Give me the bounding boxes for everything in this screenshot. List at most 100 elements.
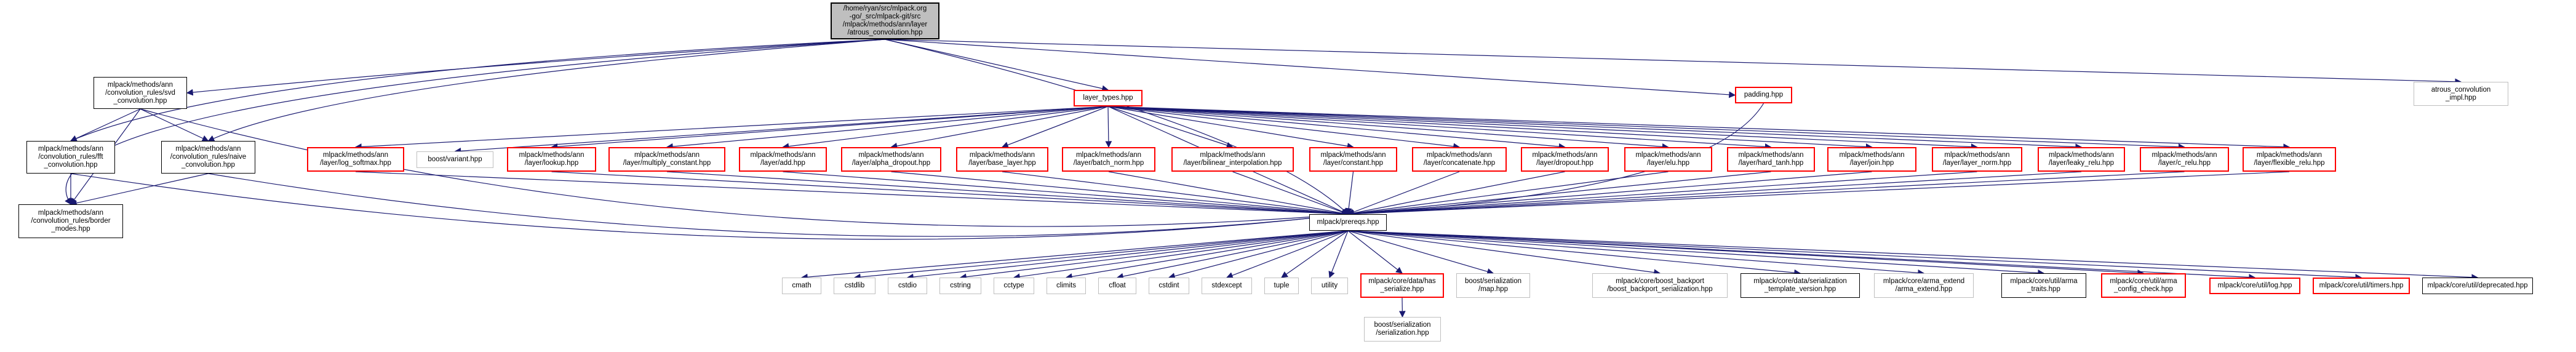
node-concatenate[interactable]: mlpack/methods/ann /layer/concatenate.hp… <box>1412 147 1507 172</box>
node-cstdio: cstdio <box>888 278 927 294</box>
node-leaky_relu[interactable]: mlpack/methods/ann /layer/leaky_relu.hpp <box>2038 147 2125 172</box>
edge-multiply_constant-to-prereqs <box>666 171 1349 217</box>
edge-main-to-fft <box>70 39 885 142</box>
edge-constant-to-prereqs <box>1345 171 1354 215</box>
node-batch_norm[interactable]: mlpack/methods/ann /layer/batch_norm.hpp <box>1062 147 1155 172</box>
edge-prereqs-to-timers <box>1347 230 2363 281</box>
node-main: /home/ryan/src/mlpack.org -go/_src/mlpac… <box>831 2 939 39</box>
node-naive[interactable]: mlpack/methods/ann /convolution_rules/na… <box>161 141 255 174</box>
node-has_serialize[interactable]: mlpack/core/data/has _serialize.hpp <box>1360 273 1444 298</box>
edge-hard_tanh-to-prereqs <box>1347 171 1771 217</box>
edge-alpha_dropout-to-prereqs <box>891 171 1349 217</box>
edge-prereqs-to-stdexcept <box>1226 230 1349 279</box>
node-join[interactable]: mlpack/methods/ann /layer/join.hpp <box>1827 147 1916 172</box>
node-padding[interactable]: padding.hpp <box>1735 87 1792 103</box>
node-climits: climits <box>1047 278 1086 294</box>
edge-flexible_relu-to-prereqs <box>1347 171 2290 217</box>
node-prereqs[interactable]: mlpack/prereqs.hpp <box>1309 214 1387 231</box>
node-stdexcept: stdexcept <box>1202 278 1252 294</box>
node-c_relu[interactable]: mlpack/methods/ann /layer/c_relu.hpp <box>2140 147 2229 172</box>
node-log_softmax[interactable]: mlpack/methods/ann /layer/log_softmax.hp… <box>307 147 404 172</box>
edge-batch_norm-to-prereqs <box>1108 171 1349 217</box>
node-base_layer[interactable]: mlpack/methods/ann /layer/base_layer.hpp <box>956 147 1048 172</box>
node-serialization: boost/serialization /serialization.hpp <box>1364 317 1441 342</box>
edge-naive-to-prereqs <box>208 173 1349 237</box>
node-dropout[interactable]: mlpack/methods/ann /layer/dropout.hpp <box>1521 147 1609 172</box>
edge-dropout-to-prereqs <box>1347 171 1565 217</box>
node-ser_template[interactable]: mlpack/core/data/serialization _template… <box>1741 273 1860 298</box>
edge-main-to-layer_types <box>885 39 1109 92</box>
edge-main-to-impl <box>885 39 2462 86</box>
node-log[interactable]: mlpack/core/util/log.hpp <box>2209 278 2300 294</box>
edge-layer_types-to-c_relu <box>1107 106 2185 151</box>
edge-layer_types-to-multiply_constant <box>666 106 1109 150</box>
edge-prereqs-to-cctype <box>1013 230 1349 281</box>
edge-prereqs-to-cstdint <box>1168 230 1349 279</box>
edge-elu-to-prereqs <box>1347 171 1669 217</box>
node-svd[interactable]: mlpack/methods/ann /convolution_rules/sv… <box>94 77 187 109</box>
node-arma_extend: mlpack/core/arma_extend /arma_extend.hpp <box>1874 273 1974 298</box>
node-layer_norm[interactable]: mlpack/methods/ann /layer/layer_norm.hpp <box>1932 147 2022 172</box>
node-flexible_relu[interactable]: mlpack/methods/ann /layer/flexible_relu.… <box>2243 147 2336 172</box>
node-multiply_constant[interactable]: mlpack/methods/ann /layer/multiply_const… <box>608 147 725 172</box>
edge-layer_types-to-leaky_relu <box>1107 106 2083 150</box>
edge-naive-to-border <box>70 173 209 207</box>
edge-main-to-prereqs <box>885 39 1349 215</box>
edge-has_serialize-to-serialization <box>1398 297 1406 318</box>
edge-layer_types-to-join <box>1107 106 1873 150</box>
edge-main-to-naive <box>207 39 885 142</box>
node-elu[interactable]: mlpack/methods/ann /layer/elu.hpp <box>1624 147 1712 172</box>
node-impl: atrous_convolution _impl.hpp <box>2414 82 2508 106</box>
node-tuple: tuple <box>1264 278 1299 294</box>
edge-layer_types-to-lookup <box>551 106 1109 150</box>
node-hard_tanh[interactable]: mlpack/methods/ann /layer/hard_tanh.hpp <box>1727 147 1815 172</box>
node-cfloat: cfloat <box>1098 278 1136 294</box>
edge-prereqs-to-ser_map <box>1347 230 1494 275</box>
edge-prereqs-to-cstdlib <box>853 230 1349 281</box>
node-cstdint: cstdint <box>1149 278 1189 294</box>
node-add[interactable]: mlpack/methods/ann /layer/add.hpp <box>739 147 827 172</box>
edge-prereqs-to-arma_traits <box>1347 230 2045 276</box>
node-bilinear[interactable]: mlpack/methods/ann /layer/bilinear_inter… <box>1171 147 1294 172</box>
edge-fft-to-prereqs <box>70 173 1349 240</box>
node-border[interactable]: mlpack/methods/ann /convolution_rules/bo… <box>18 204 123 238</box>
edge-layer_types-to-add <box>782 106 1109 150</box>
edge-layer_types-to-layer_norm <box>1107 106 1978 150</box>
edge-prereqs-to-cmath <box>800 230 1349 281</box>
edge-concatenate-to-prereqs <box>1347 171 1460 215</box>
edge-prereqs-to-arma_extend <box>1347 230 1925 276</box>
edge-prereqs-to-utility <box>1328 230 1349 279</box>
node-utility: utility <box>1311 278 1348 294</box>
edge-layer_types-to-alpha_dropout <box>890 106 1109 150</box>
node-arma_traits[interactable]: mlpack/core/util/arma _traits.hpp <box>2001 273 2086 298</box>
edge-log_softmax-to-prereqs <box>355 171 1349 217</box>
edge-main-to-svd <box>186 39 885 96</box>
edge-lookup-to-prereqs <box>551 171 1349 217</box>
edge-svd-to-fft <box>70 108 141 142</box>
node-timers[interactable]: mlpack/core/util/timers.hpp <box>2313 278 2410 294</box>
edge-layer_types-to-flexible_relu <box>1107 106 2291 151</box>
node-layer_types[interactable]: layer_types.hpp <box>1074 90 1142 106</box>
edge-prereqs-to-cfloat <box>1116 230 1349 280</box>
node-deprecated[interactable]: mlpack/core/util/deprecated.hpp <box>2422 278 2533 294</box>
node-ser_map: boost/serialization /map.hpp <box>1456 273 1530 298</box>
node-alpha_dropout[interactable]: mlpack/methods/ann /layer/alpha_dropout.… <box>841 147 941 172</box>
edge-layer_norm-to-prereqs <box>1347 171 1977 217</box>
node-lookup[interactable]: mlpack/methods/ann /layer/lookup.hpp <box>507 147 596 172</box>
edge-layer_types-to-bilinear <box>1107 106 1234 149</box>
edge-base_layer-to-prereqs <box>1002 171 1349 217</box>
node-fft[interactable]: mlpack/methods/ann /convolution_rules/ff… <box>26 141 115 174</box>
node-arma_config[interactable]: mlpack/core/util/arma _config_check.hpp <box>2101 273 2186 298</box>
edge-leaky_relu-to-prereqs <box>1347 171 2082 217</box>
edge-prereqs-to-log <box>1347 230 2256 281</box>
edge-bilinear-to-prereqs <box>1232 171 1349 215</box>
edge-layer_types-to-log_softmax <box>354 106 1109 150</box>
node-boost_backport: mlpack/core/boost_backport /boost_backpo… <box>1592 273 1728 298</box>
node-constant[interactable]: mlpack/methods/ann /layer/constant.hpp <box>1309 147 1397 172</box>
edge-prereqs-to-climits <box>1065 230 1349 280</box>
node-variant: boost/variant.hpp <box>417 151 493 168</box>
edge-prereqs-to-ser_template <box>1347 230 1801 276</box>
edge-add-to-prereqs <box>783 171 1349 217</box>
